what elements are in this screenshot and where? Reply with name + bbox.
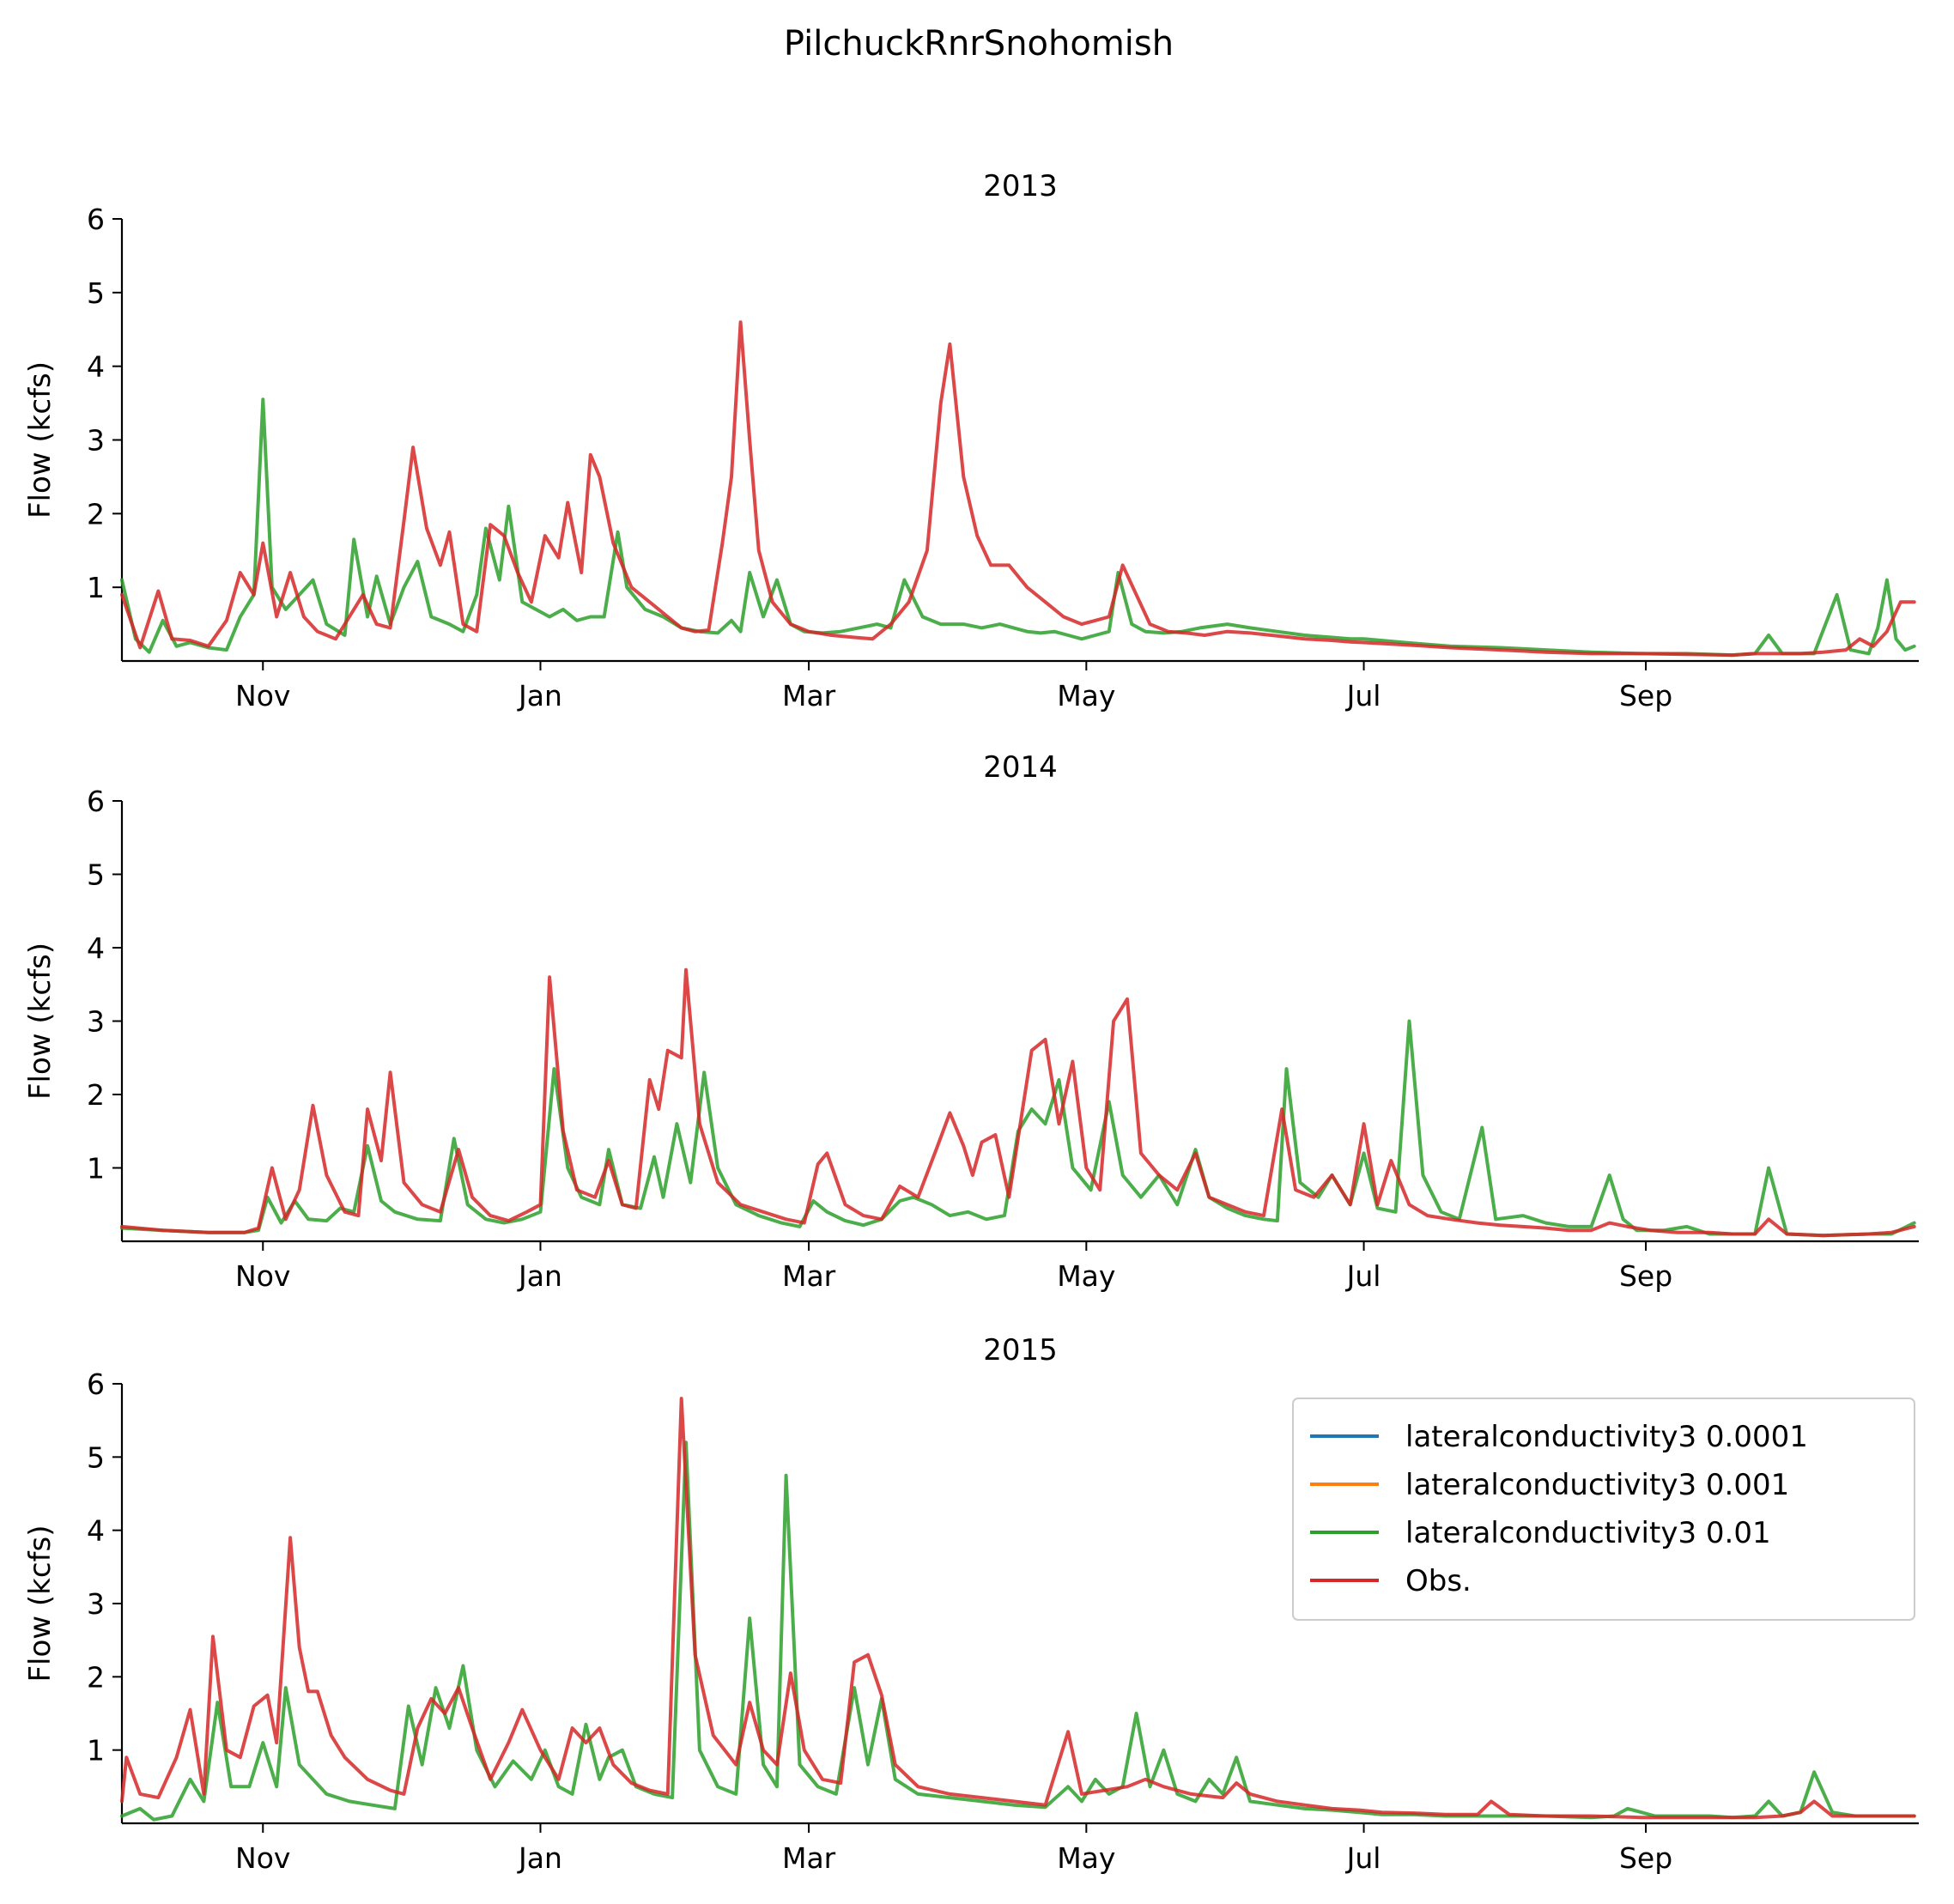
- y-tick-label: 2: [87, 1660, 105, 1694]
- series-line-obs: [120, 320, 1916, 658]
- x-tick-label: Nov: [235, 1259, 290, 1293]
- y-tick-label: 4: [87, 350, 105, 384]
- y-tick-label: 4: [87, 1514, 105, 1548]
- x-tick-label: Jul: [1345, 1841, 1381, 1875]
- x-tick-label: Sep: [1619, 1841, 1672, 1875]
- series-line-lateralconductivity3-0-01: [120, 1019, 1916, 1238]
- x-tick-label: Mar: [782, 679, 836, 712]
- y-tick-label: 2: [87, 1078, 105, 1112]
- legend-frame: [1292, 1398, 1915, 1621]
- y-tick-label: 5: [87, 1440, 105, 1474]
- y-tick-label: 5: [87, 858, 105, 892]
- subplot-title: 2013: [983, 169, 1058, 203]
- panel-2: 2014 Flow (kcfs) 1 2 3 4 5 6 Nov Jan Mar May Jul Sep: [23, 750, 1919, 1293]
- y-tick-label: 3: [87, 424, 105, 458]
- y-axis-label: Flow (kcfs): [23, 943, 58, 1100]
- legend: lateralconductivity3 0.0001 lateralconduc…: [1292, 1398, 1915, 1621]
- series-line-obs: [120, 1397, 1916, 1820]
- x-tick-label: Jan: [517, 1259, 562, 1293]
- x-tick-label: Jul: [1345, 1259, 1381, 1293]
- x-tick-label: Nov: [235, 679, 290, 712]
- x-tick-label: Mar: [782, 1259, 836, 1293]
- x-tick-label: May: [1057, 1259, 1115, 1293]
- x-tick-label: Mar: [782, 1841, 836, 1875]
- y-tick-label: 3: [87, 1005, 105, 1039]
- y-tick-label: 4: [87, 931, 105, 965]
- x-tick-label: May: [1057, 1841, 1115, 1875]
- y-axis-label: Flow (kcfs): [23, 1525, 58, 1682]
- figure-title: PilchuckRnrSnohomish: [784, 24, 1174, 64]
- y-axis-label: Flow (kcfs): [23, 361, 58, 518]
- series-line-obs: [120, 967, 1916, 1238]
- panel-1: 2013 Flow (kcfs) 1 2 3 4 5 6 Nov Jan Mar May Jul Sep: [23, 169, 1919, 712]
- y-tick-label: 1: [87, 1734, 105, 1768]
- panel-3: 2015 Flow (kcfs) 1 2 3 4 5 6 Nov Jan Mar May Jul Sep: [23, 1333, 1919, 1875]
- legend-label: lateralconductivity3 0.01: [1405, 1516, 1771, 1550]
- y-tick-label: 1: [87, 571, 105, 604]
- y-tick-label: 5: [87, 276, 105, 310]
- y-tick-label: 6: [87, 785, 105, 818]
- x-tick-label: Nov: [235, 1841, 290, 1875]
- x-tick-label: Sep: [1619, 679, 1672, 712]
- legend-label: lateralconductivity3 0.001: [1405, 1468, 1789, 1502]
- x-tick-label: Sep: [1619, 1259, 1672, 1293]
- x-tick-label: Jul: [1345, 679, 1381, 712]
- x-tick-label: Jan: [517, 679, 562, 712]
- y-tick-label: 6: [87, 203, 105, 236]
- y-tick-label: 3: [87, 1587, 105, 1621]
- y-tick-label: 1: [87, 1152, 105, 1185]
- subplot-title: 2015: [983, 1333, 1058, 1367]
- x-tick-label: May: [1057, 679, 1115, 712]
- legend-label: lateralconductivity3 0.0001: [1405, 1420, 1808, 1454]
- y-tick-label: 2: [87, 497, 105, 531]
- subplot-title: 2014: [983, 750, 1058, 785]
- legend-label: Obs.: [1405, 1564, 1472, 1598]
- y-tick-label: 6: [87, 1367, 105, 1401]
- x-tick-label: Jan: [517, 1841, 562, 1875]
